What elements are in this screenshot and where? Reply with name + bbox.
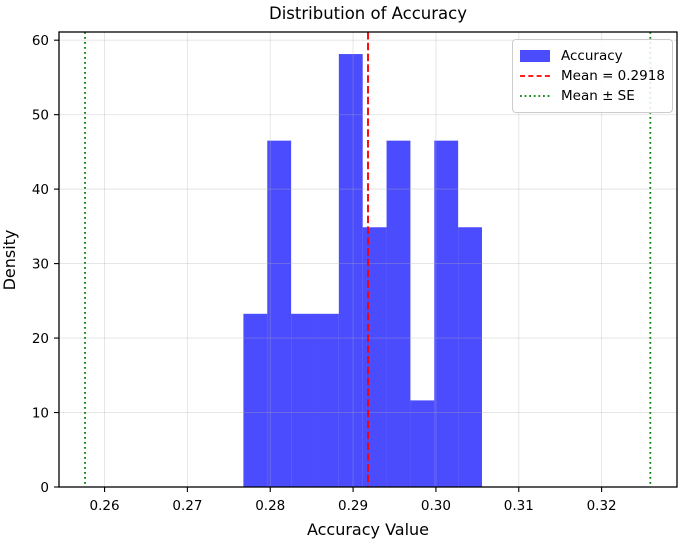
histogram-bar [386,140,411,488]
legend-item: Mean ± SE [520,86,664,105]
histogram-bar [434,140,459,488]
legend-item: Accuracy [520,46,664,65]
y-axis-label: Density [0,229,19,291]
y-tick-label: 40 [32,182,49,198]
histogram-bar [314,313,339,487]
legend-item: Mean = 0.2918 [520,66,665,85]
legend: Accuracy Mean = 0.2918 Mean ± SE [512,39,673,113]
histogram-bar [267,140,292,488]
x-tick-label: 0.31 [504,498,534,514]
x-tick-label: 0.26 [90,498,120,514]
x-axis-label: Accuracy Value [306,520,430,539]
histogram-bar [362,227,387,488]
legend-dashed-line-icon [520,70,550,82]
histogram-bar [458,227,482,488]
x-tick-label: 0.27 [172,498,202,514]
legend-dotted-line-icon [520,90,550,102]
x-tick-label: 0.30 [421,498,451,514]
legend-item-label: Mean ± SE [561,87,635,104]
y-tick-label: 10 [32,406,49,422]
histogram-bar [338,54,363,488]
accuracy-patch-icon [520,49,550,62]
histogram-bar [291,313,315,487]
legend-item-label: Accuracy [561,47,623,64]
legend-patch-icon [520,49,550,62]
x-tick-label: 0.29 [338,498,368,514]
y-tick-label: 20 [32,331,49,347]
histogram-bar [410,400,435,487]
x-tick-label: 0.28 [255,498,285,514]
y-tick-label: 30 [32,257,49,273]
x-tick-label: 0.32 [587,498,617,514]
chart-title: Distribution of Accuracy [269,4,467,23]
y-tick-label: 60 [32,33,49,49]
histogram-bar [243,313,268,487]
y-tick-label: 50 [32,108,49,124]
y-tick-label: 0 [40,480,49,496]
legend-item-label: Mean = 0.2918 [561,67,665,84]
axes-spines [58,31,678,488]
